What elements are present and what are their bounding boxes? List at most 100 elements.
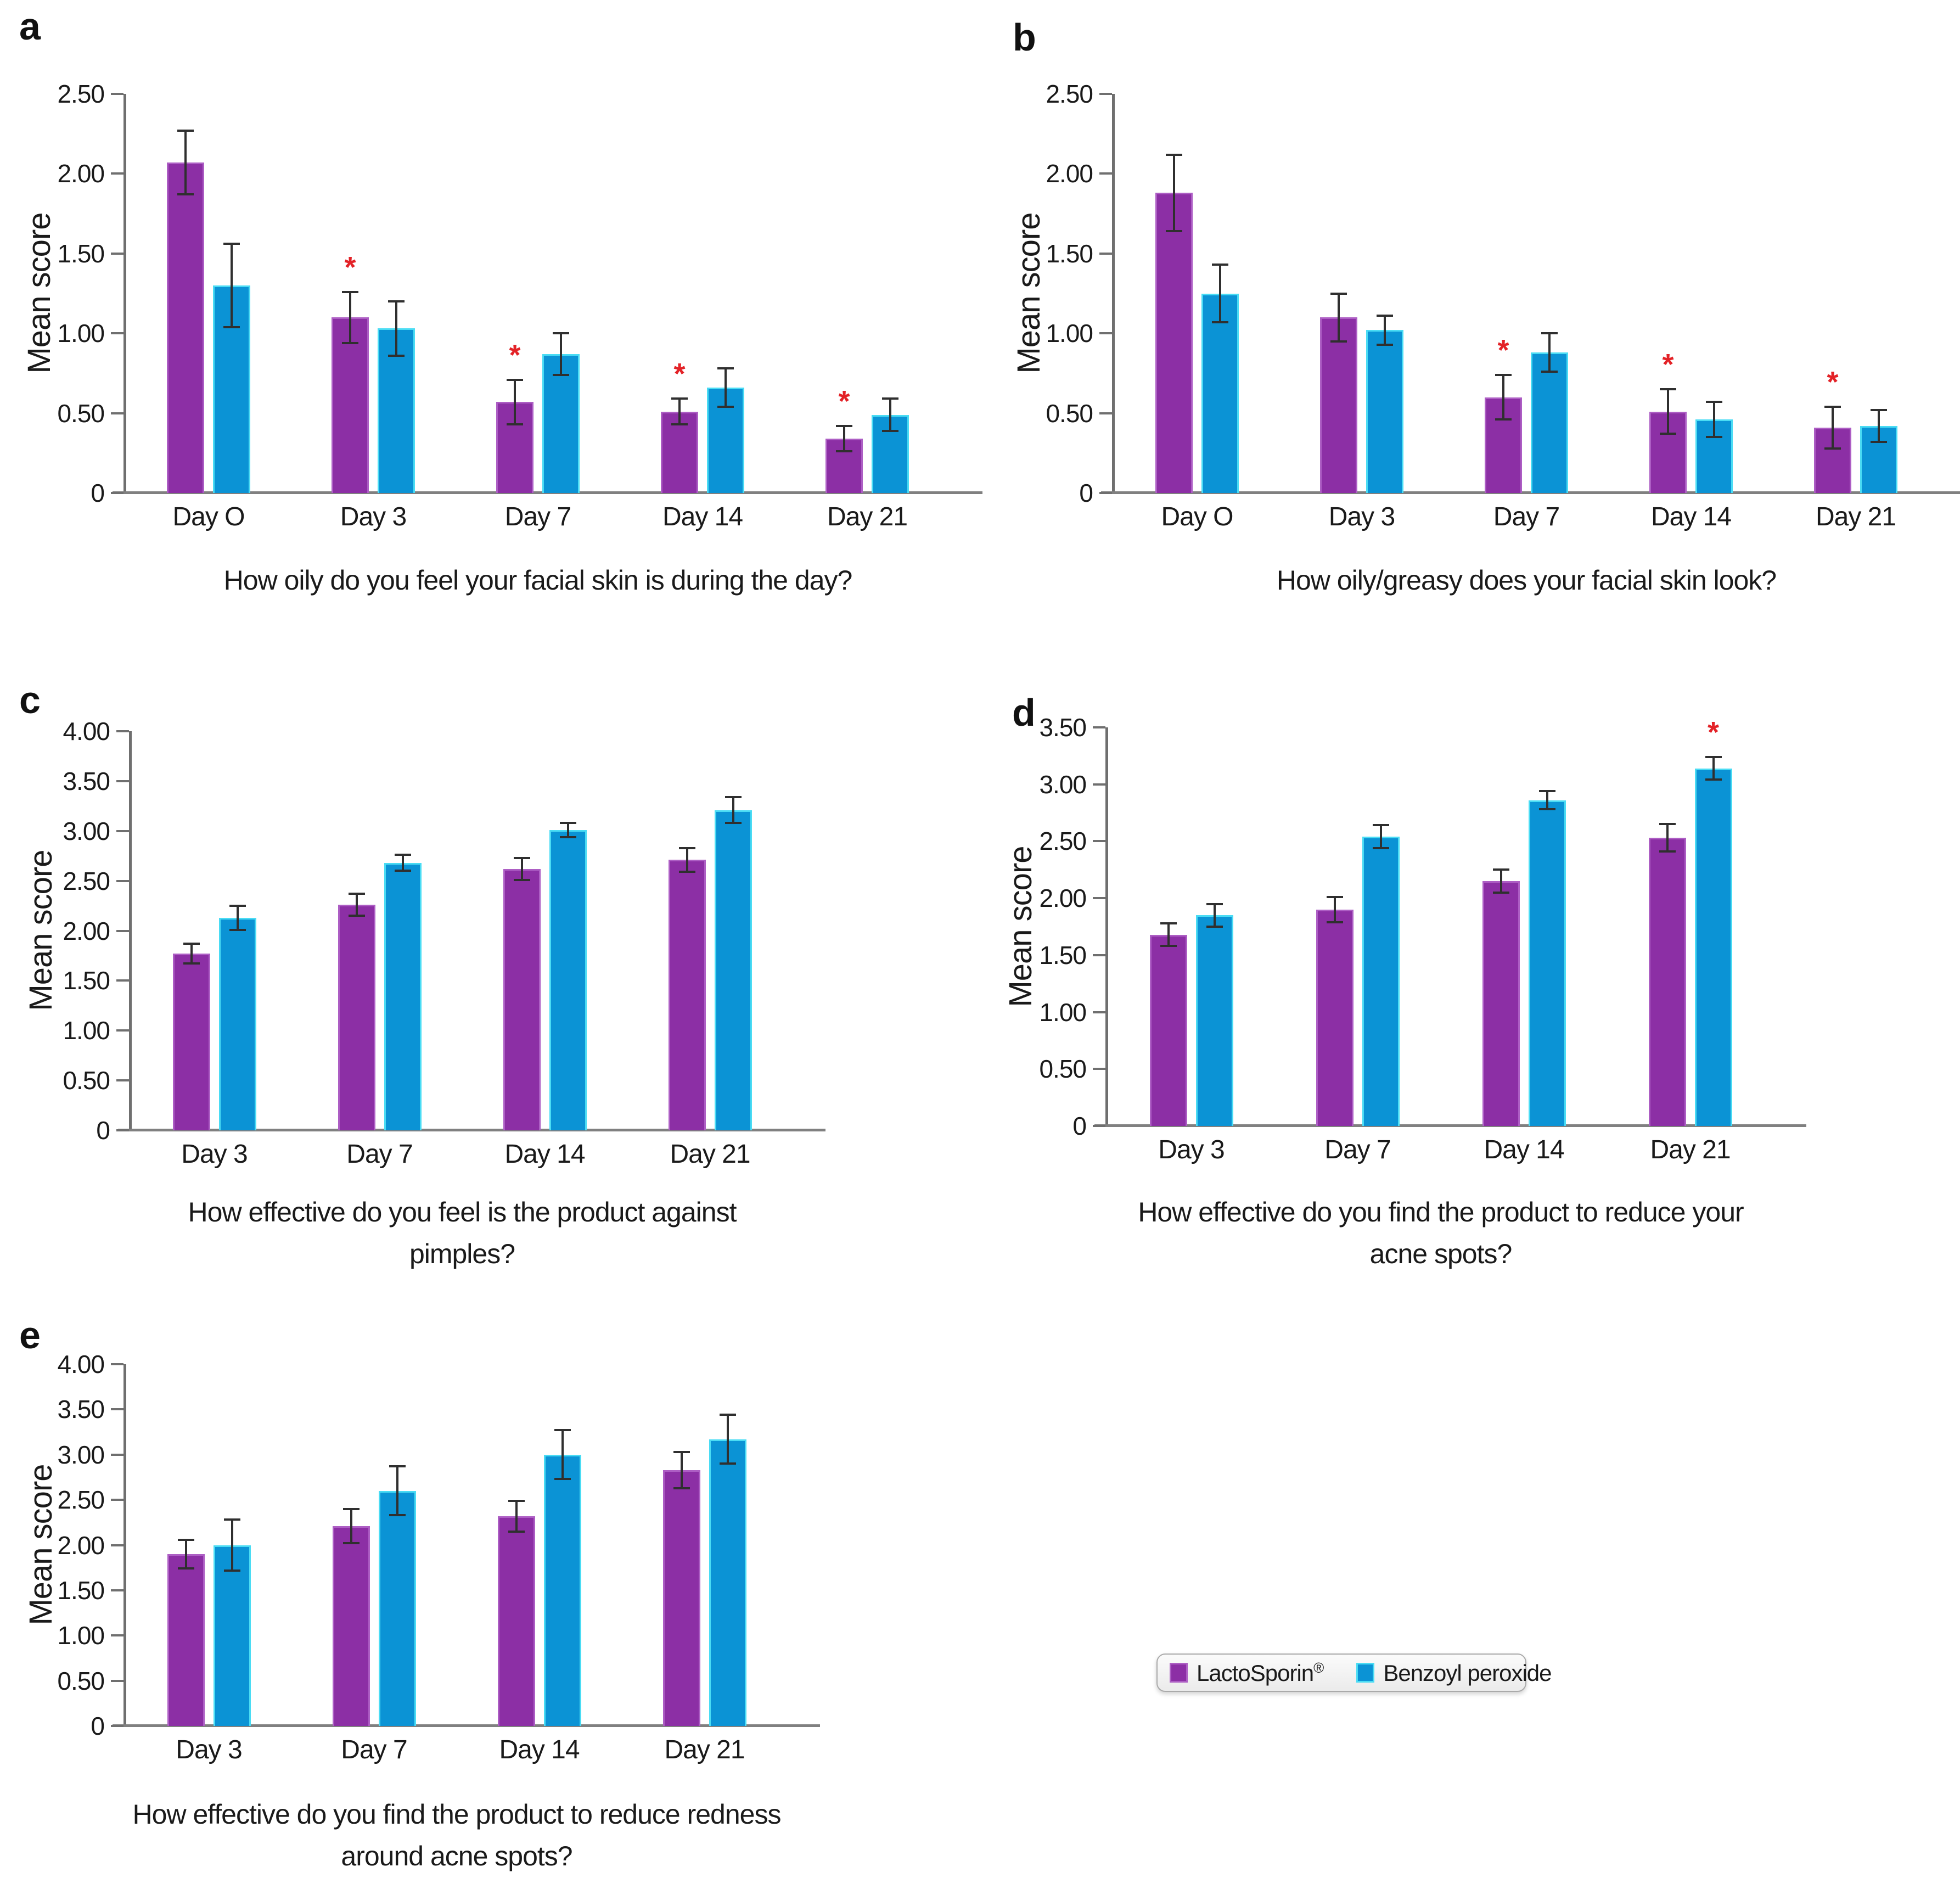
error-bar-cap (342, 1542, 360, 1545)
x-tick-label: Day 7 (341, 1735, 407, 1764)
error-bar-cap (553, 332, 569, 335)
y-tick-label: 3.50 (63, 766, 110, 795)
y-tick-mark (111, 1634, 123, 1637)
chart-caption-e: How effective do you find the product to… (132, 1799, 782, 1871)
y-tick-label: 1.00 (63, 1016, 110, 1045)
y-tick-label: 1.50 (57, 1576, 105, 1605)
error-bar-cap (673, 1450, 690, 1453)
error-bar (349, 292, 351, 343)
error-bar-cap (508, 1499, 525, 1502)
error-bar-cap (836, 450, 852, 453)
error-bar (401, 855, 404, 871)
y-tick-mark (111, 1453, 123, 1456)
bar-lactosporin (1149, 934, 1187, 1126)
error-bar (184, 1539, 187, 1569)
y-tick-label: 1.50 (57, 239, 105, 268)
plot-area-c: 0 0.50 1.00 1.50 2.00 2.50 3.00 3.50 4.00 Day 3 Da… (63, 717, 825, 1169)
error-bar (1713, 402, 1715, 438)
legend-swatch-benzoyl-icon (1356, 1663, 1375, 1683)
x-tick-label: Day 21 (1650, 1135, 1731, 1164)
panel-letter-e: e (19, 1314, 41, 1357)
error-bar (184, 130, 187, 195)
error-bar-cap (1495, 418, 1512, 421)
panel-d: d Mean score 0 0.50 1.00 1.50 2.00 2.50 3.00 3.… (977, 675, 1960, 1307)
x-tick-label: Day 14 (1650, 502, 1732, 531)
error-bar-cap (553, 373, 569, 376)
error-bar-cap (1706, 401, 1722, 403)
x-tick-label: Day 21 (664, 1735, 745, 1764)
x-axis-line (113, 1724, 820, 1727)
y-tick-mark (111, 332, 123, 335)
bar-lactosporin (662, 1470, 700, 1726)
error-bar-cap (229, 928, 246, 931)
bar-benzoyl (549, 829, 587, 1130)
error-bar (732, 797, 734, 823)
legend: LactoSporin® Benzoyl peroxide (1156, 1653, 1552, 1692)
bar-benzoyl (213, 1545, 251, 1726)
error-bar (236, 906, 239, 930)
bar-lactosporin (338, 905, 375, 1130)
y-tick-label: 1.50 (1046, 239, 1093, 268)
y-tick-mark (111, 1725, 123, 1727)
error-bar (1502, 374, 1504, 420)
y-tick-label: 2.50 (63, 866, 110, 895)
error-bar-cap (1705, 755, 1722, 758)
bar-lactosporin (332, 1526, 370, 1726)
panel-c: c Mean score 0 0.50 1.00 1.50 2.00 2.50 3.00 3.… (0, 675, 977, 1307)
error-bar-cap (177, 1538, 194, 1541)
legend-swatch-lactosporin-icon (1170, 1663, 1188, 1683)
bar-lactosporin (1155, 193, 1193, 493)
y-tick-label: 3.00 (57, 1440, 105, 1469)
x-tick-label: Day 3 (176, 1735, 242, 1764)
y-tick-label: 0.50 (63, 1066, 110, 1095)
plot-area-d: 0 0.50 1.00 1.50 2.00 2.50 3.00 3.50 Day 3 Day 7 D… (1039, 713, 1806, 1164)
error-bar-cap (183, 943, 200, 945)
error-bar-cap (513, 856, 530, 859)
y-tick-label: 0.50 (57, 1666, 105, 1695)
legend-item-benzoyl: Benzoyl peroxide (1356, 1660, 1552, 1686)
bar-lactosporin (503, 868, 541, 1130)
chart-caption-d: How effective do you find the product to… (1138, 1197, 1744, 1269)
error-bar-cap (1660, 388, 1676, 390)
x-tick-label: Day 14 (504, 1140, 585, 1169)
error-bar (1832, 406, 1834, 449)
error-bar-cap (507, 378, 523, 381)
error-bar (1167, 923, 1170, 946)
error-bar (514, 379, 516, 424)
y-tick-mark (116, 1079, 129, 1082)
error-bar (1712, 756, 1715, 780)
plot-area-a: 0 0.50 1.00 1.50 2.00 2.50 Day O Day 3 * Day 7 * Da… (57, 80, 982, 531)
y-tick-label: 2.00 (1039, 884, 1087, 913)
error-bar (560, 333, 562, 375)
error-bar-cap (1492, 868, 1509, 871)
x-axis-line (1101, 491, 1960, 494)
significance-asterisk: * (344, 250, 356, 284)
y-tick-label: 2.00 (57, 1531, 105, 1560)
y-tick-label: 2.50 (57, 1486, 105, 1515)
x-tick-label: Day 3 (1158, 1135, 1225, 1164)
error-bar-cap (673, 1487, 690, 1489)
y-tick-label: 2.00 (1046, 159, 1093, 188)
significance-asterisk: * (509, 338, 521, 372)
error-bar-cap (342, 1507, 360, 1510)
error-bar-cap (394, 854, 411, 856)
y-tick-label: 3.50 (1039, 713, 1087, 742)
bar-lactosporin (332, 317, 369, 493)
y-tick-mark (111, 1679, 123, 1682)
error-bar-cap (1160, 922, 1177, 924)
error-bar-cap (671, 397, 688, 400)
y-axis-line (129, 731, 132, 1130)
error-bar-cap (342, 290, 358, 293)
error-bar-cap (1166, 153, 1182, 156)
error-bar (1548, 333, 1551, 372)
y-axis-line (123, 94, 126, 493)
y-tick-label: 4.00 (63, 717, 110, 745)
y-tick-label: 1.50 (63, 966, 110, 995)
x-tick-label: Day O (1161, 502, 1233, 531)
bar-lactosporin (167, 1554, 205, 1726)
y-tick-mark (116, 730, 129, 732)
bar-benzoyl (378, 1490, 416, 1726)
x-tick-label: Day 7 (1493, 502, 1560, 531)
error-bar-cap (1372, 847, 1389, 849)
